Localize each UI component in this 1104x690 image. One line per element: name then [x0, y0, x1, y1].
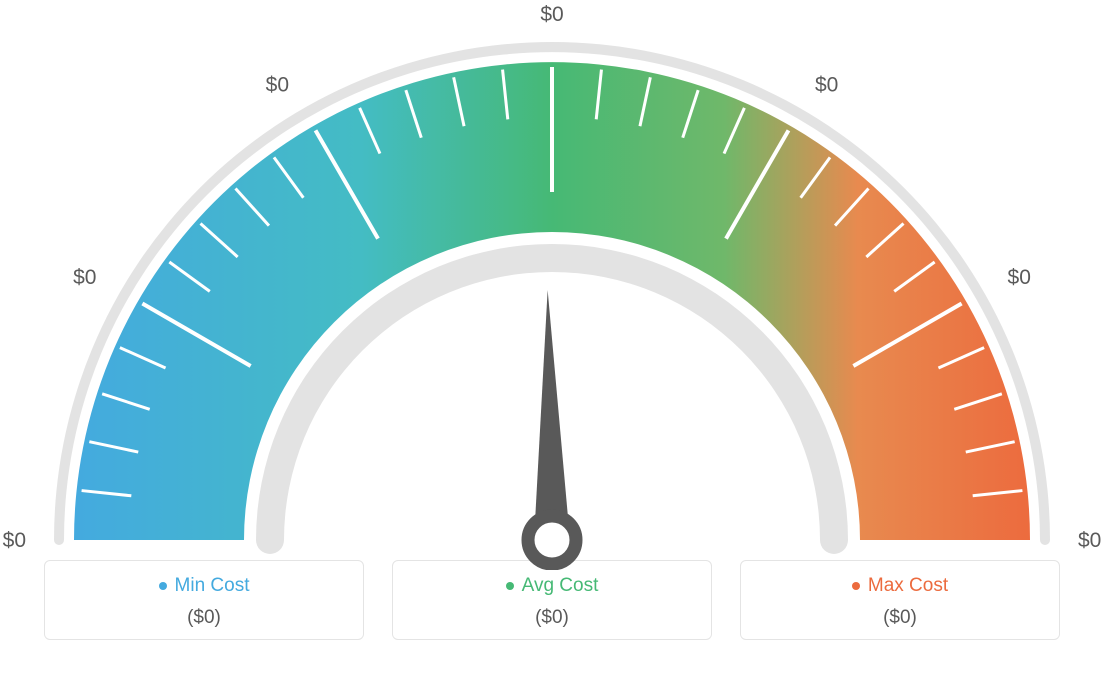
legend-title-max: Max Cost — [852, 575, 948, 597]
legend-row: Min Cost ($0) Avg Cost ($0) Max Cost ($0… — [0, 560, 1104, 640]
gauge-chart: $0 $0 $0 $0 $0 $0 $0 — [0, 0, 1104, 570]
legend-card-max: Max Cost ($0) — [740, 560, 1060, 640]
legend-value-max: ($0) — [741, 607, 1059, 629]
legend-value-avg: ($0) — [393, 607, 711, 629]
svg-text:$0: $0 — [1008, 266, 1031, 289]
legend-dot-min — [159, 582, 167, 590]
svg-text:$0: $0 — [73, 266, 96, 289]
legend-dot-max — [852, 582, 860, 590]
svg-text:$0: $0 — [1078, 529, 1101, 552]
legend-label-min: Min Cost — [175, 575, 250, 597]
svg-text:$0: $0 — [815, 73, 838, 96]
legend-dot-avg — [506, 582, 514, 590]
legend-label-max: Max Cost — [868, 575, 948, 597]
legend-card-min: Min Cost ($0) — [44, 560, 364, 640]
svg-text:$0: $0 — [266, 73, 289, 96]
svg-text:$0: $0 — [3, 529, 26, 552]
gauge-svg: $0 $0 $0 $0 $0 $0 $0 — [0, 0, 1104, 570]
legend-card-avg: Avg Cost ($0) — [392, 560, 712, 640]
legend-title-min: Min Cost — [159, 575, 250, 597]
legend-value-min: ($0) — [45, 607, 363, 629]
legend-title-avg: Avg Cost — [506, 575, 599, 597]
svg-text:$0: $0 — [540, 3, 563, 26]
legend-label-avg: Avg Cost — [522, 575, 599, 597]
